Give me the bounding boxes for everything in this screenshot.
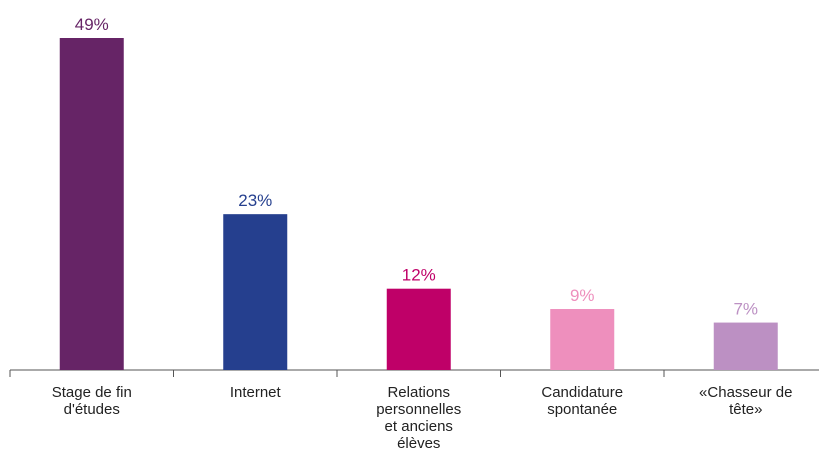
value-label: 12% <box>402 266 436 285</box>
bar <box>550 309 615 370</box>
bar <box>713 322 778 370</box>
value-label: 7% <box>733 300 758 319</box>
x-tick-label: «Chasseur de tête» <box>699 384 793 418</box>
value-label: 23% <box>238 191 272 210</box>
bar <box>59 38 124 370</box>
x-tick-label: Stage de fin d'études <box>51 384 132 418</box>
value-label: 49% <box>75 15 109 34</box>
x-tick-label: Candidature spontanée <box>541 384 624 418</box>
value-label: 9% <box>570 286 595 305</box>
bar <box>223 214 288 370</box>
bar <box>386 288 451 370</box>
x-tick-label: Internet <box>229 384 281 401</box>
x-tick-label: Relations personnelles et anciens élèves <box>376 384 462 452</box>
